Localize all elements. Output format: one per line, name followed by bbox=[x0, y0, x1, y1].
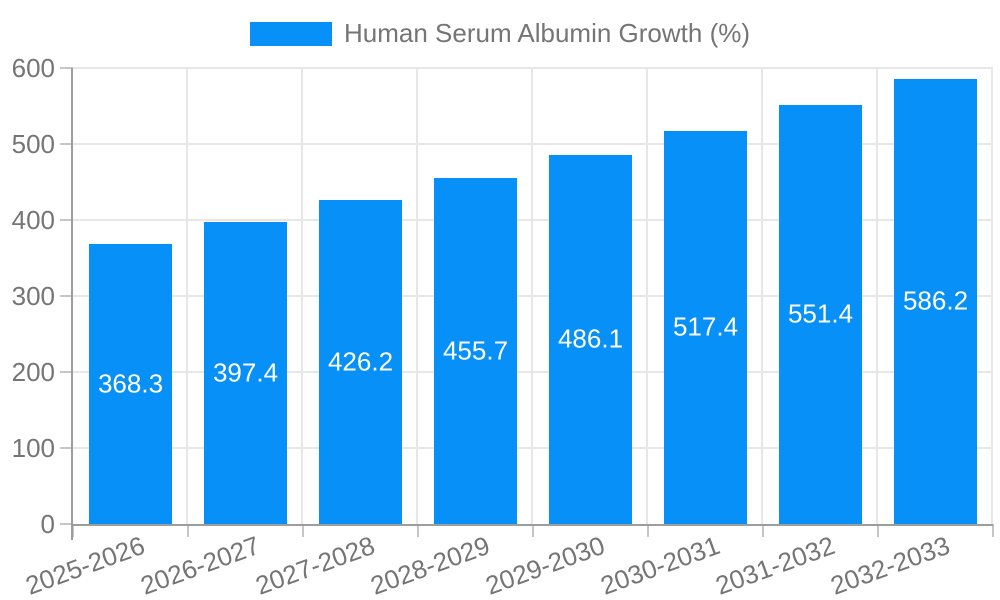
y-axis-tick bbox=[60, 67, 73, 69]
gridline-vertical bbox=[186, 68, 188, 524]
bar[interactable]: 368.3 bbox=[89, 244, 172, 524]
x-axis-tick bbox=[992, 524, 994, 537]
bar-value-label: 368.3 bbox=[97, 368, 164, 399]
legend[interactable]: Human Serum Albumin Growth (%) bbox=[0, 18, 1000, 49]
gridline-vertical bbox=[416, 68, 418, 524]
y-tick-label: 400 bbox=[11, 205, 55, 235]
y-axis-tick bbox=[60, 295, 73, 297]
gridline-horizontal bbox=[73, 219, 993, 221]
gridline-horizontal bbox=[73, 295, 993, 297]
bar[interactable]: 426.2 bbox=[319, 200, 402, 524]
bar-value-label: 486.1 bbox=[557, 323, 624, 354]
y-axis-tick bbox=[60, 143, 73, 145]
x-tick-label: 2026-2027 bbox=[136, 530, 264, 600]
bar[interactable]: 397.4 bbox=[204, 221, 287, 524]
y-axis-tick bbox=[60, 523, 73, 525]
x-tick-label: 2027-2028 bbox=[251, 530, 379, 600]
gridline-horizontal bbox=[73, 371, 993, 373]
bar[interactable]: 551.4 bbox=[779, 104, 862, 524]
y-tick-label: 0 bbox=[40, 509, 55, 539]
x-axis-tick bbox=[762, 524, 764, 537]
y-axis-tick bbox=[60, 447, 73, 449]
gridline-vertical bbox=[876, 68, 878, 524]
x-axis bbox=[73, 524, 993, 526]
x-axis-tick bbox=[187, 524, 189, 537]
legend-label: Human Serum Albumin Growth (%) bbox=[343, 18, 751, 48]
bar-value-label: 551.4 bbox=[787, 298, 854, 329]
bar-value-label: 426.2 bbox=[327, 346, 394, 377]
bar-value-label: 397.4 bbox=[212, 357, 279, 388]
y-tick-label: 300 bbox=[11, 281, 55, 311]
x-axis-tick bbox=[877, 524, 879, 537]
x-axis-tick bbox=[302, 524, 304, 537]
bar-value-label: 455.7 bbox=[442, 335, 509, 366]
x-tick-label: 2030-2031 bbox=[596, 530, 724, 600]
gridline-vertical bbox=[531, 68, 533, 524]
y-axis-tick bbox=[60, 371, 73, 373]
y-tick-label: 500 bbox=[11, 129, 55, 159]
bar[interactable]: 586.2 bbox=[894, 78, 977, 524]
bar-value-label: 586.2 bbox=[902, 285, 969, 316]
bar[interactable]: 517.4 bbox=[664, 130, 747, 524]
x-tick-label: 2025-2026 bbox=[21, 530, 149, 600]
x-tick-label: 2032-2033 bbox=[826, 530, 954, 600]
y-axis-tick bbox=[60, 219, 73, 221]
x-tick-label: 2029-2030 bbox=[481, 530, 609, 600]
x-tick-label: 2028-2029 bbox=[366, 530, 494, 600]
gridline-horizontal bbox=[73, 143, 993, 145]
plot-area: 0 100 200 300 400 500 600 368.3 397.4 426.2 455.7 4… bbox=[12, 53, 994, 600]
gridline-horizontal bbox=[73, 67, 993, 69]
gridline-vertical bbox=[761, 68, 763, 524]
gridline-horizontal bbox=[73, 447, 993, 449]
x-tick-label: 2031-2032 bbox=[711, 530, 839, 600]
y-tick-label: 600 bbox=[11, 53, 55, 83]
legend-swatch[interactable] bbox=[249, 21, 332, 46]
bar[interactable]: 486.1 bbox=[549, 154, 632, 524]
gridline-vertical bbox=[991, 68, 993, 524]
gridline-vertical bbox=[301, 68, 303, 524]
x-axis-tick bbox=[532, 524, 534, 537]
x-axis-tick bbox=[647, 524, 649, 537]
bar[interactable]: 455.7 bbox=[434, 177, 517, 524]
y-tick-label: 200 bbox=[11, 357, 55, 387]
bar-value-label: 517.4 bbox=[672, 311, 739, 342]
y-tick-label: 100 bbox=[11, 433, 55, 463]
gridline-vertical bbox=[646, 68, 648, 524]
x-axis-tick bbox=[72, 524, 74, 537]
y-axis bbox=[71, 68, 73, 540]
x-axis-tick bbox=[417, 524, 419, 537]
